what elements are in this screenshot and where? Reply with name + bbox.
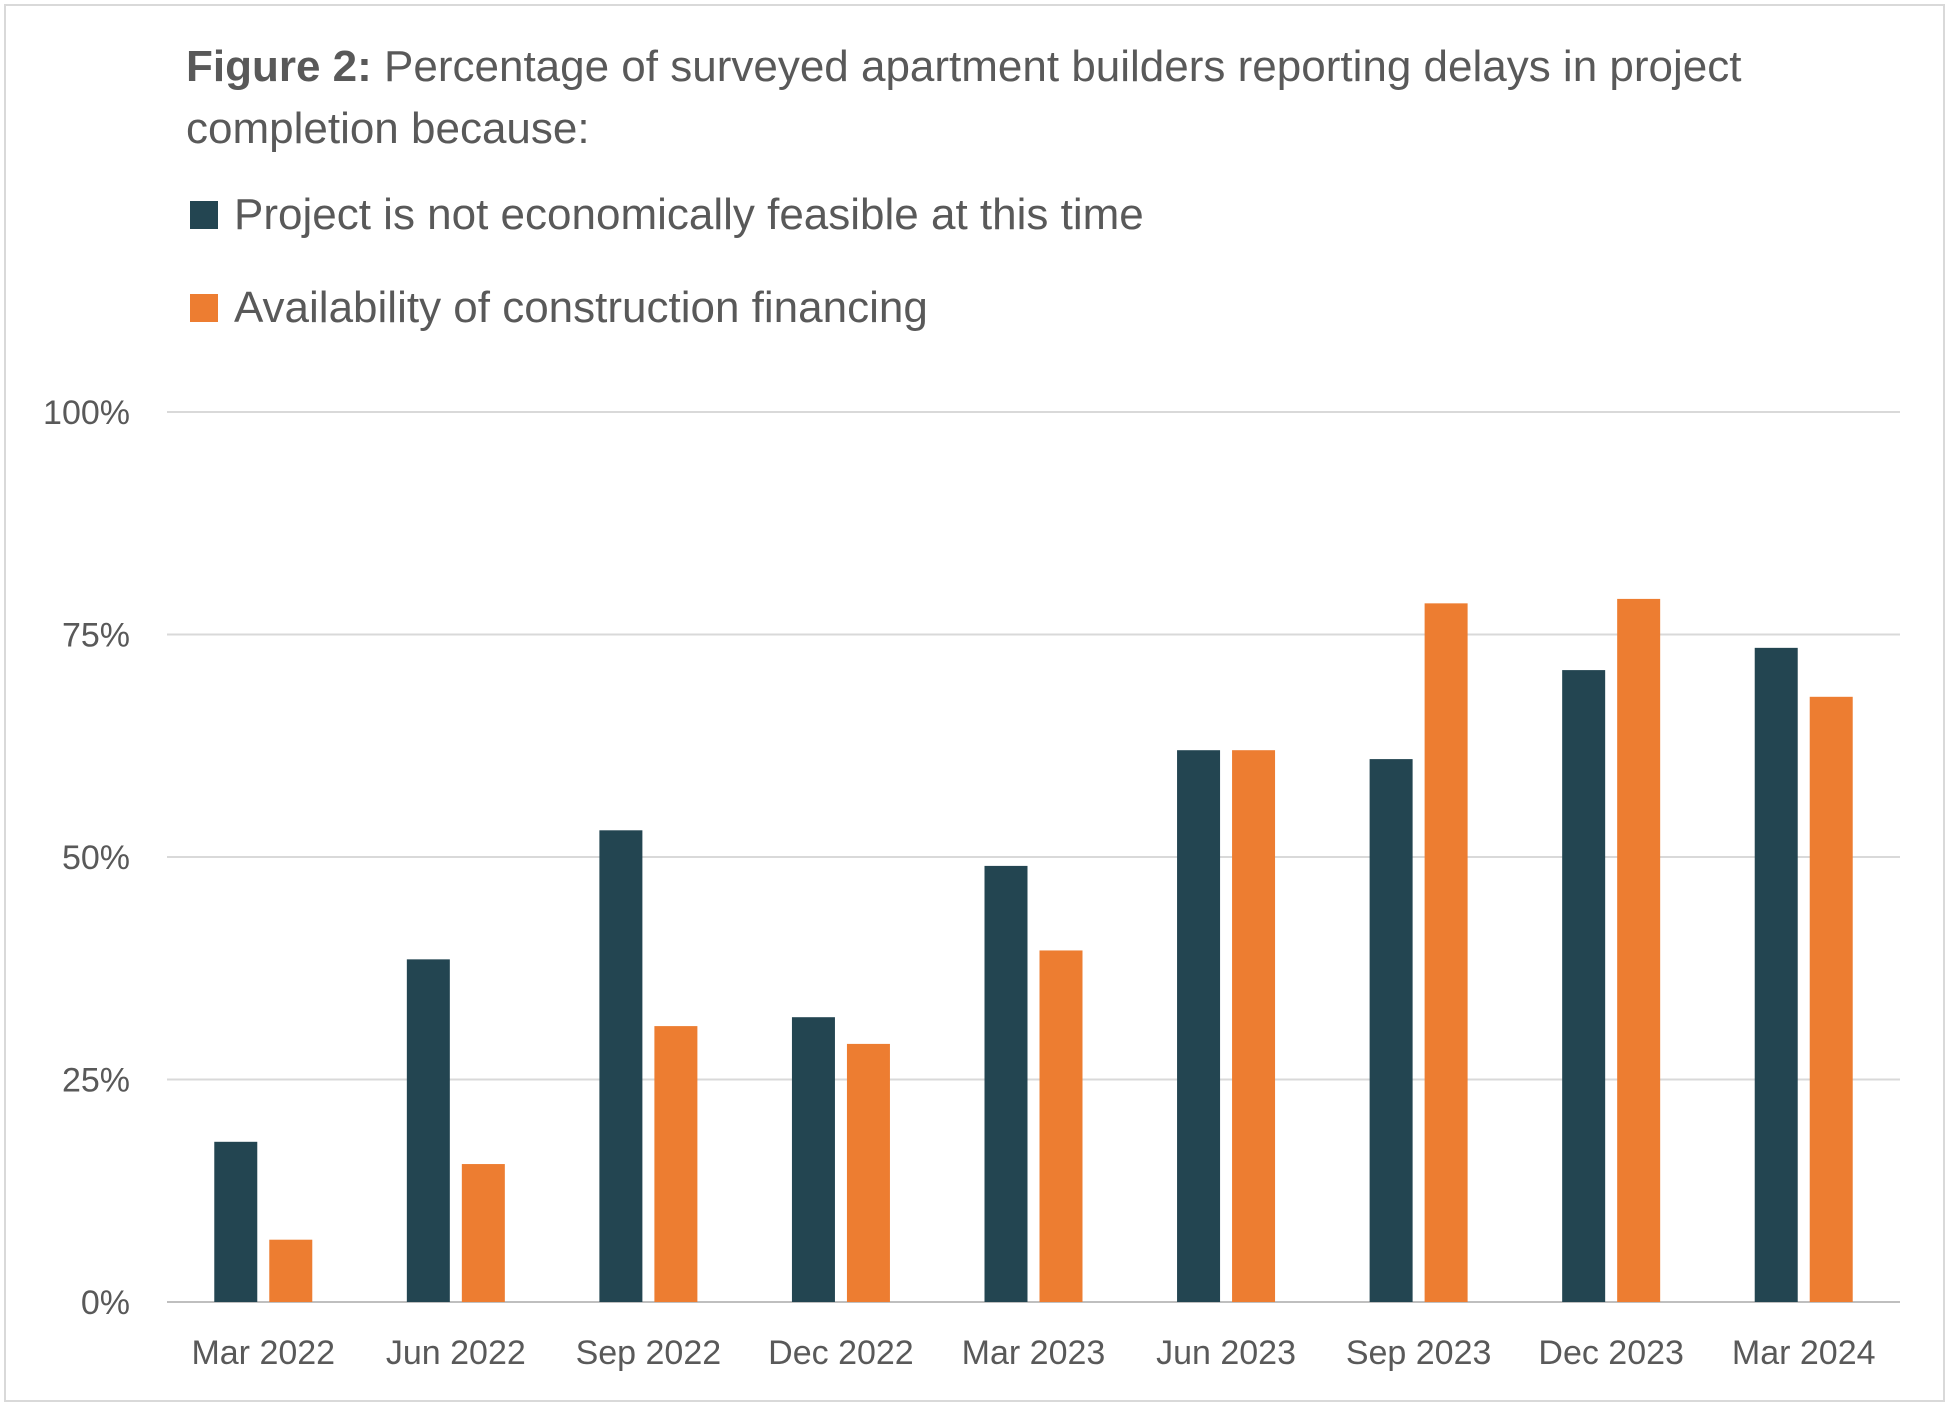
bar-financing-8: [1809, 696, 1853, 1302]
x-tick-label: Mar 2023: [962, 1334, 1106, 1372]
bar-economic-8: [1754, 647, 1798, 1302]
x-tick-label: Jun 2023: [1156, 1334, 1296, 1372]
bar-economic-3: [791, 1017, 835, 1302]
y-tick-label: 50%: [62, 839, 130, 877]
x-tick-label: Dec 2022: [768, 1334, 914, 1372]
bar-financing-2: [654, 1026, 698, 1302]
chart-title-bold: Figure 2:: [186, 42, 372, 91]
legend-label-financing: Availability of construction financing: [234, 283, 928, 332]
bar-economic-4: [984, 865, 1028, 1302]
y-tick-label: 25%: [62, 1062, 130, 1100]
legend-entry-financing: Availability of construction financing: [190, 278, 928, 338]
legend-swatch-financing: [190, 294, 218, 322]
y-tick-label: 75%: [62, 617, 130, 655]
x-tick-label: Dec 2023: [1538, 1334, 1684, 1372]
x-tick-label: Mar 2022: [191, 1334, 335, 1372]
legend-entry-economic: Project is not economically feasible at …: [190, 185, 1144, 245]
bar-financing-4: [1039, 950, 1083, 1302]
bar-financing-5: [1232, 750, 1276, 1302]
chart-title: Figure 2: Percentage of surveyed apartme…: [186, 36, 1746, 160]
x-tick-label: Sep 2022: [576, 1334, 722, 1372]
bar-economic-0: [214, 1141, 258, 1302]
x-tick-label: Sep 2023: [1346, 1334, 1492, 1372]
y-tick-label: 0%: [81, 1284, 130, 1322]
bar-economic-6: [1369, 759, 1413, 1302]
legend-label-economic: Project is not economically feasible at …: [234, 190, 1144, 239]
bar-financing-7: [1617, 598, 1661, 1302]
bar-financing-3: [846, 1043, 890, 1302]
bar-financing-6: [1424, 603, 1468, 1302]
y-tick-label: 100%: [43, 394, 130, 432]
bar-economic-1: [406, 959, 450, 1302]
legend-swatch-economic: [190, 201, 218, 229]
bar-financing-1: [461, 1164, 505, 1302]
x-tick-label: Jun 2022: [386, 1334, 526, 1372]
x-tick-label: Mar 2024: [1732, 1334, 1876, 1372]
chart-title-text: Percentage of surveyed apartment builder…: [186, 42, 1742, 153]
bar-financing-0: [269, 1239, 313, 1302]
bar-economic-7: [1562, 670, 1606, 1302]
bar-economic-5: [1177, 750, 1221, 1302]
bar-economic-2: [599, 830, 643, 1302]
